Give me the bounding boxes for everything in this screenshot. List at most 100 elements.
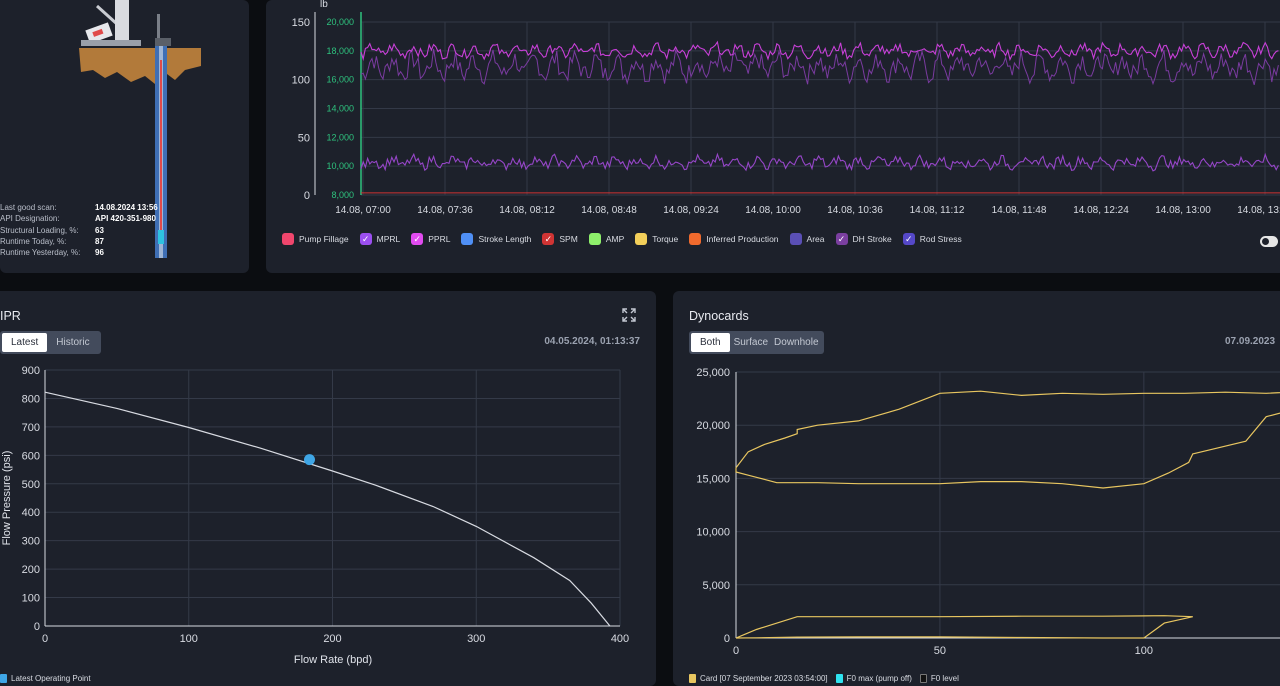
x-axis-tick: 14.08, 08:48 [581,205,637,216]
x-axis-tick: 200 [323,633,341,645]
y-axis-tick: 0 [724,633,730,645]
y-axis-tick: 700 [22,422,40,434]
legend-item-area[interactable]: Area [789,233,825,245]
checkbox-checked-icon: ✓ [542,233,555,245]
ipr-chart[interactable]: 0 100 200 300 400 0 100 200 300 400 500 600 700 800 90… [0,361,656,671]
y-axis-tick: 20,000 [696,420,730,432]
well-info-row: Last good scan: 14.08.2024 13:56 [0,203,158,212]
expand-icon[interactable] [621,307,637,323]
legend-swatch [835,674,843,683]
tab-both[interactable]: Both [691,333,730,352]
y-axis-tick: 10,000 [696,527,730,539]
dynocard-chart[interactable]: 0 50 100 0 5,000 10,000 15,000 20,000 25,000 [673,361,1280,671]
downhole-card-line [735,615,1193,639]
legend-item-mprl[interactable]: ✓ MPRL [359,233,400,245]
legend-item-stroke-length[interactable]: Stroke Length [461,233,531,245]
legend-item-inferred-production[interactable]: Inferred Production [689,233,779,245]
right-axis-tick: 14,000 [326,104,354,114]
right-axis-tick: 20,000 [326,17,354,27]
mprl-series-line [360,152,1279,172]
x-axis-tick: 300 [467,633,485,645]
left-axis-tick: 100 [292,75,310,87]
x-axis-tick: 100 [180,633,198,645]
legend-swatch [689,233,702,245]
right-axis-tick: 12,000 [326,132,354,142]
x-axis-label: Flow Rate (bpd) [294,654,372,666]
legend-item-pprl[interactable]: ✓ PPRL [411,233,450,245]
dynocards-timestamp: 07.09.2023 [1225,336,1276,347]
x-axis-tick: 14.08, 07:00 [335,205,391,216]
trend-toggle-switch[interactable] [1260,236,1278,247]
tab-latest[interactable]: Latest [2,333,48,352]
x-axis-tick: 400 [611,633,629,645]
y-axis-tick: 15,000 [696,473,730,485]
legend-item-f0-level[interactable]: F0 level [919,674,959,683]
x-axis-tick: 0 [733,645,739,657]
x-axis-tick: 14.08, 11:12 [910,205,965,216]
trend-chart-panel: 150 100 50 0 lb 20,000 18,000 16,000 14,000 12,00… [266,0,1280,273]
y-axis-tick: 200 [22,564,40,576]
well-info-row: Runtime Yesterday, %: 96 [0,248,104,258]
legend-swatch [789,233,802,245]
checkbox-checked-icon: ✓ [411,233,424,245]
ipr-title: IPR [0,309,21,323]
legend-swatch [919,674,927,683]
right-axis-tick: 10,000 [326,161,354,171]
x-axis-tick: 14.08, 12:24 [1073,205,1129,216]
legend-item-torque[interactable]: Torque [635,233,678,245]
x-axis-tick: 0 [42,633,48,645]
x-axis-tick: 50 [934,645,946,657]
trend-legend: Pump Fillage ✓ MPRL ✓ PPRL Stroke Length ✓ SPM A… [282,233,973,245]
x-axis-tick: 14.08, 13:00 [1155,205,1211,216]
y-axis-label: Flow Pressure (psi) [1,451,13,546]
y-axis-tick: 100 [22,593,40,605]
x-axis-tick: 100 [1135,645,1153,657]
legend-item-card[interactable]: Card [07 September 2023 03:54:00] [689,674,828,683]
dynocards-title: Dynocards [689,309,749,323]
ipr-timestamp: 04.05.2024, 01:13:37 [544,336,640,347]
right-axis-tick: 8,000 [331,190,354,200]
ipr-legend: Latest Operating Point [0,674,99,683]
dynocards-legend: Card [07 September 2023 03:54:00] F0 max… [689,674,967,683]
tab-downhole[interactable]: Downhole [774,337,819,348]
checkbox-checked-icon: ✓ [359,233,372,245]
dynocards-tab-group: Both Surface Downhole [689,331,824,354]
well-info-row: Structural Loading, %: 63 [0,225,104,235]
ipr-curve-line [44,391,611,627]
left-axis-tick: 0 [304,190,310,202]
legend-swatch [461,233,474,245]
legend-item-rod-stress[interactable]: ✓ Rod Stress [902,233,962,245]
legend-item-f0-max[interactable]: F0 max (pump off) [835,674,912,683]
legend-item-latest-operating-point[interactable]: Latest Operating Point [0,674,91,683]
trend-chart[interactable]: 150 100 50 0 lb 20,000 18,000 16,000 14,000 12,00… [266,0,1280,225]
legend-swatch [0,674,7,683]
y-axis-tick: 800 [22,393,40,405]
checkbox-checked-icon: ✓ [835,233,848,245]
legend-swatch [635,233,648,245]
legend-swatch [282,233,294,245]
tab-surface[interactable]: Surface [733,337,769,348]
x-axis-tick: 14.08, 08:12 [499,205,555,216]
legend-item-dh-stroke[interactable]: ✓ DH Stroke [835,233,892,245]
y-axis-tick: 0 [34,621,40,633]
right-axis-label: lb [320,0,328,10]
right-axis-tick: 18,000 [326,46,354,56]
y-axis-tick: 5,000 [702,580,730,592]
well-info-row: Runtime Today, %: 87 [0,236,104,246]
right-axis-tick: 16,000 [326,75,354,85]
dynocards-panel: Dynocards Both Surface Downhole 07.09.20… [673,291,1280,686]
well-info-list: Last good scan: 14.08.2024 13:56 API Desi… [0,202,158,258]
left-axis-tick: 50 [298,132,310,144]
ipr-panel: IPR Latest Historic 04.05.2024, 01:13:37… [0,291,656,686]
pumpjack-wellbore-illustration [79,0,201,258]
legend-item-amp[interactable]: AMP [588,233,624,245]
x-axis-tick: 14.08, 10:36 [827,205,883,216]
checkbox-checked-icon: ✓ [902,233,915,245]
legend-item-spm[interactable]: ✓ SPM [542,233,578,245]
dh-stroke-series-line [360,48,1279,86]
legend-item-pump-fillage[interactable]: Pump Fillage [282,233,349,245]
y-axis-tick: 500 [22,479,40,491]
ipr-tab-group: Latest Historic [0,331,101,354]
y-axis-tick: 900 [22,365,40,377]
tab-historic[interactable]: Historic [56,337,90,348]
